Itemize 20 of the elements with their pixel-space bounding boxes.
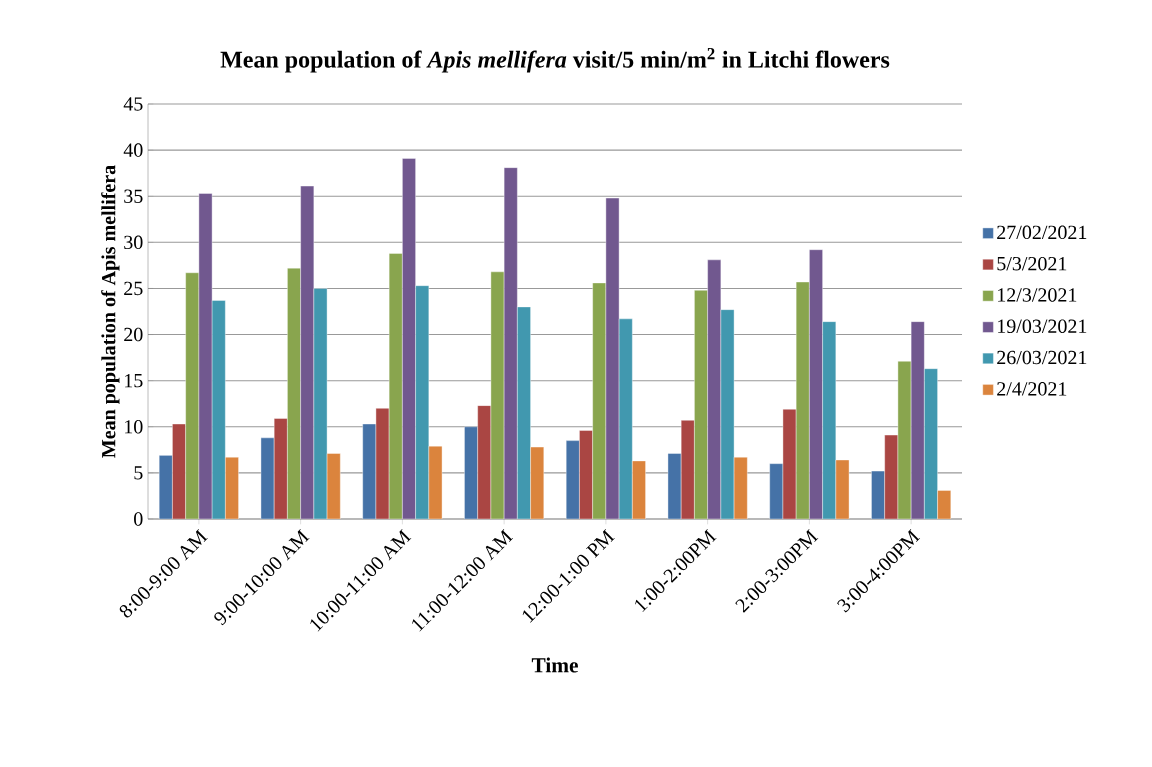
legend-label: 5/3/2021 xyxy=(997,256,1067,271)
y-axis-title: Mean population of Apis mellifera xyxy=(101,165,120,458)
y-tick-label: 30 xyxy=(124,235,143,250)
legend-label: 27/02/2021 xyxy=(997,225,1087,240)
legend-label: 2/4/2021 xyxy=(997,382,1067,396)
y-tick-label: 0 xyxy=(134,512,143,526)
y-tick-label: 25 xyxy=(124,281,143,296)
y-tick-label: 45 xyxy=(123,97,143,111)
legend-label: 19/03/2021 xyxy=(998,319,1087,333)
y-tick-label: 5 xyxy=(134,466,143,480)
legend-label: 26/03/2021 xyxy=(997,350,1087,365)
bar xyxy=(477,405,492,519)
legend-label: 12/3/2021 xyxy=(998,288,1077,302)
y-tick-label: 20 xyxy=(124,327,143,342)
y-tick-label: 35 xyxy=(124,189,143,203)
y-tick-label: 40 xyxy=(123,143,143,157)
y-tick-label: 15 xyxy=(125,373,143,388)
y-tick-label: 10 xyxy=(125,420,143,434)
x-axis-title: Time xyxy=(531,657,578,673)
chart-title: Mean population of Apis mellifera visit/5 min/m$^{2}$ in Litchi flowers xyxy=(220,48,890,73)
